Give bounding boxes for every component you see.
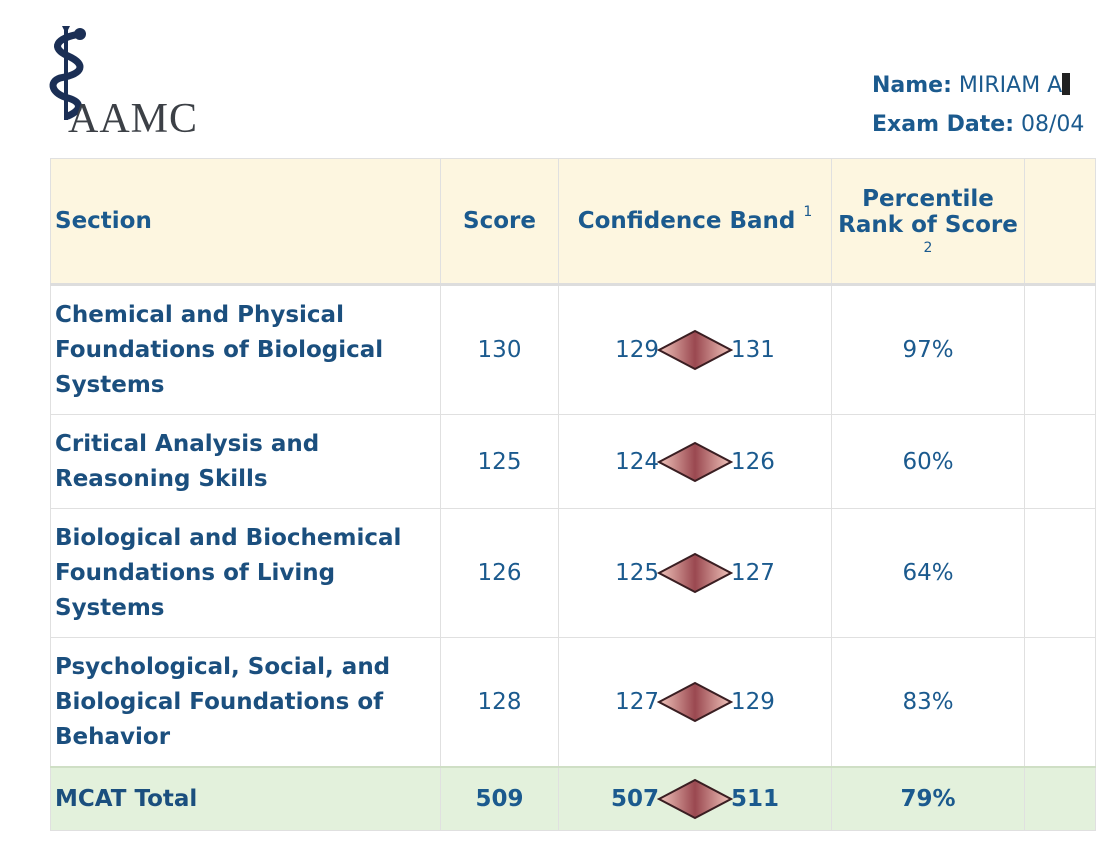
band-cell: 124 126: [558, 414, 832, 509]
col-confidence-band-label: Confidence Band: [577, 208, 796, 234]
footnote-2-ref: 2: [923, 240, 933, 256]
section-line: Reasoning Skills: [55, 465, 268, 492]
exam-date-value: 08/04: [1021, 112, 1085, 137]
band-high: 131: [731, 337, 775, 363]
total-band-cell: 507 511: [558, 766, 832, 831]
col-percentile-line2: Rank of Score: [838, 212, 1018, 238]
band-low: 125: [615, 560, 659, 586]
section-cell: Chemical and Physical Foundations of Bio…: [50, 284, 441, 415]
section-line: Foundations of Biological: [55, 336, 384, 363]
section-cell: Biological and Biochemical Foundations o…: [50, 508, 441, 638]
band-low: 124: [615, 448, 659, 475]
col-extra: [1024, 158, 1096, 286]
aamc-logo-text: AAMC: [68, 96, 199, 142]
percentile-cell: 60%: [831, 414, 1025, 509]
table-row: Critical Analysis and Reasoning Skills 1…: [50, 414, 1096, 509]
section-line: Biological Foundations of: [55, 688, 384, 715]
table-row: Chemical and Physical Foundations of Bio…: [50, 284, 1096, 415]
confidence-diamond-icon: [658, 682, 732, 722]
percentile-cell: 64%: [831, 508, 1025, 638]
band-cell: 125 127: [558, 508, 832, 638]
col-percentile: Percentile Rank of Score 2: [831, 158, 1025, 286]
name-label: Name:: [872, 73, 952, 98]
score-cell: 126: [440, 508, 559, 638]
total-percentile: 79%: [831, 766, 1025, 831]
band-high: 126: [731, 448, 775, 475]
band-high: 127: [731, 560, 775, 586]
section-cell: Critical Analysis and Reasoning Skills: [50, 414, 441, 509]
total-row: MCAT Total 509 507 511 79%: [50, 766, 1096, 831]
confidence-diamond-icon: [658, 330, 732, 370]
section-line: Systems: [55, 594, 165, 621]
section-line: Systems: [55, 371, 165, 398]
band-low: 127: [615, 689, 659, 715]
section-line: Critical Analysis and: [55, 430, 320, 457]
table-header-row: Section Score Confidence Band 1 Percenti…: [50, 158, 1096, 286]
percentile-cell: 97%: [831, 284, 1025, 415]
band-low: 129: [615, 337, 659, 363]
candidate-name: Name: MIRIAM A: [872, 73, 1071, 98]
col-score: Score: [440, 158, 559, 286]
footnote-1-ref: 1: [803, 204, 813, 220]
confidence-diamond-icon: [658, 779, 732, 819]
section-line: Foundations of Living: [55, 559, 336, 586]
extra-cell: [1024, 637, 1096, 768]
section-line: Biological and Biochemical: [55, 524, 402, 551]
col-section: Section: [50, 158, 441, 286]
section-cell: Psychological, Social, and Biological Fo…: [50, 637, 441, 768]
percentile-cell: 83%: [831, 637, 1025, 768]
col-percentile-line1: Percentile: [862, 186, 994, 212]
confidence-diamond-icon: [658, 441, 732, 482]
table-row: Biological and Biochemical Foundations o…: [50, 508, 1096, 638]
band-cell: 127 129: [558, 637, 832, 768]
total-band-low: 507: [610, 786, 659, 812]
col-confidence-band: Confidence Band 1: [558, 158, 832, 286]
aamc-caduceus-icon: [49, 26, 86, 120]
section-line: Behavior: [55, 723, 171, 750]
name-value: MIRIAM A: [958, 73, 1063, 98]
section-line: Chemical and Physical: [55, 301, 344, 328]
score-cell: 130: [440, 284, 559, 415]
redaction-mark: [1062, 73, 1071, 95]
section-line: Psychological, Social, and: [55, 653, 391, 680]
exam-date: Exam Date: 08/04: [872, 112, 1084, 137]
extra-cell: [1024, 284, 1096, 415]
total-band-high: 511: [731, 786, 780, 812]
total-score: 509: [440, 766, 559, 831]
band-cell: 129 131: [558, 284, 832, 415]
extra-cell: [1024, 508, 1096, 638]
score-report-table: Section Score Confidence Band 1 Percenti…: [50, 158, 1096, 831]
extra-cell: [1024, 414, 1096, 509]
extra-cell: [1024, 766, 1096, 831]
score-cell: 125: [440, 414, 559, 509]
exam-date-label: Exam Date:: [872, 112, 1014, 137]
confidence-diamond-icon: [658, 553, 732, 593]
band-high: 129: [731, 689, 775, 715]
total-label: MCAT Total: [50, 766, 441, 831]
score-cell: 128: [440, 637, 559, 768]
table-row: Psychological, Social, and Biological Fo…: [50, 637, 1096, 768]
